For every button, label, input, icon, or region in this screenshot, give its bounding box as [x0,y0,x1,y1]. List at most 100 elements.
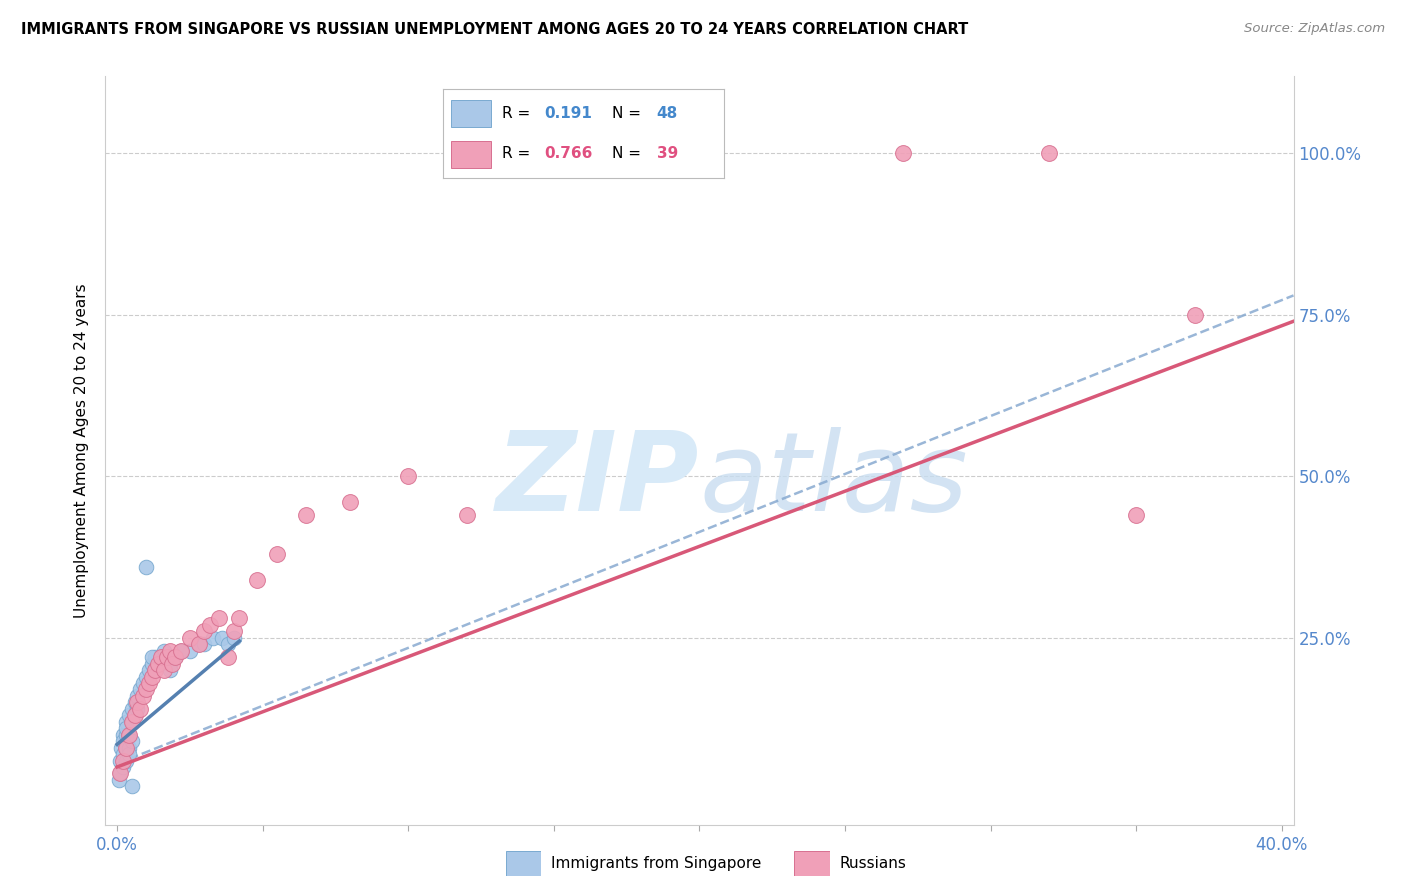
Text: Russians: Russians [839,856,907,871]
Text: N =: N = [612,146,645,161]
Point [202,631,225,645]
Point [114,728,136,742]
Text: 0.766: 0.766 [544,146,592,161]
Y-axis label: Unemployment Among Ages 20 to 24 years: Unemployment Among Ages 20 to 24 years [75,283,90,618]
Point [146,657,169,671]
Point [149,650,172,665]
Point [222,624,245,639]
Point [108,766,131,780]
Point [118,708,141,723]
Point [141,669,163,683]
Point [108,754,131,768]
Point [152,643,174,657]
Point [228,611,250,625]
Point [111,760,134,774]
Point [179,631,201,645]
Point [135,682,157,697]
Point [124,708,146,723]
Point [121,734,143,748]
Point [111,728,134,742]
Point [396,469,419,483]
Point [135,669,157,683]
Point [111,747,134,761]
Point [155,650,177,665]
Point [141,650,163,665]
Point [138,676,160,690]
Point [179,643,201,657]
Point [118,728,141,742]
Point [143,663,166,677]
Text: 48: 48 [657,106,678,120]
Point [132,689,155,703]
FancyBboxPatch shape [451,100,491,127]
Point [159,663,181,677]
Point [165,650,187,665]
Point [110,740,132,755]
Text: R =: R = [502,146,536,161]
Point [124,708,146,723]
Point [141,657,163,671]
Text: atlas: atlas [700,427,969,534]
Point [159,657,181,671]
Point [162,657,184,671]
Point [217,650,239,665]
Point [165,650,187,665]
Point [208,611,231,625]
Point [170,643,193,657]
Point [114,740,136,755]
Point [170,643,193,657]
Point [129,682,152,697]
Point [127,702,149,716]
Point [127,695,149,709]
Text: Immigrants from Singapore: Immigrants from Singapore [551,856,762,871]
Point [246,573,269,587]
Point [111,734,134,748]
Point [295,508,318,522]
Point [200,618,222,632]
Point [217,637,239,651]
Text: N =: N = [612,106,645,120]
Point [143,650,166,665]
Point [152,663,174,677]
Point [127,689,149,703]
Point [118,747,141,761]
Point [114,714,136,729]
FancyBboxPatch shape [451,141,491,168]
Text: ZIP: ZIP [496,427,700,534]
Point [891,146,914,161]
Point [456,508,478,522]
Point [111,754,134,768]
Point [159,643,181,657]
Point [1125,508,1147,522]
Point [222,631,245,645]
Text: 39: 39 [657,146,678,161]
Point [339,495,361,509]
Point [149,650,172,665]
Point [132,676,155,690]
Point [129,702,152,716]
Point [121,714,143,729]
Point [118,728,141,742]
Point [193,624,215,639]
Point [170,643,193,657]
Text: R =: R = [502,106,536,120]
Point [146,657,169,671]
Point [121,714,143,729]
Point [114,754,136,768]
Point [114,721,136,735]
Point [1038,146,1060,161]
Point [114,740,136,755]
Point [193,637,215,651]
Point [135,559,157,574]
Point [211,631,233,645]
Point [108,766,131,780]
Point [138,663,160,677]
Text: Source: ZipAtlas.com: Source: ZipAtlas.com [1244,22,1385,36]
Point [266,547,288,561]
Point [187,637,209,651]
Point [124,695,146,709]
Point [1184,308,1206,322]
Point [107,772,129,787]
Point [187,637,209,651]
Text: IMMIGRANTS FROM SINGAPORE VS RUSSIAN UNEMPLOYMENT AMONG AGES 20 TO 24 YEARS CORR: IMMIGRANTS FROM SINGAPORE VS RUSSIAN UNE… [21,22,969,37]
